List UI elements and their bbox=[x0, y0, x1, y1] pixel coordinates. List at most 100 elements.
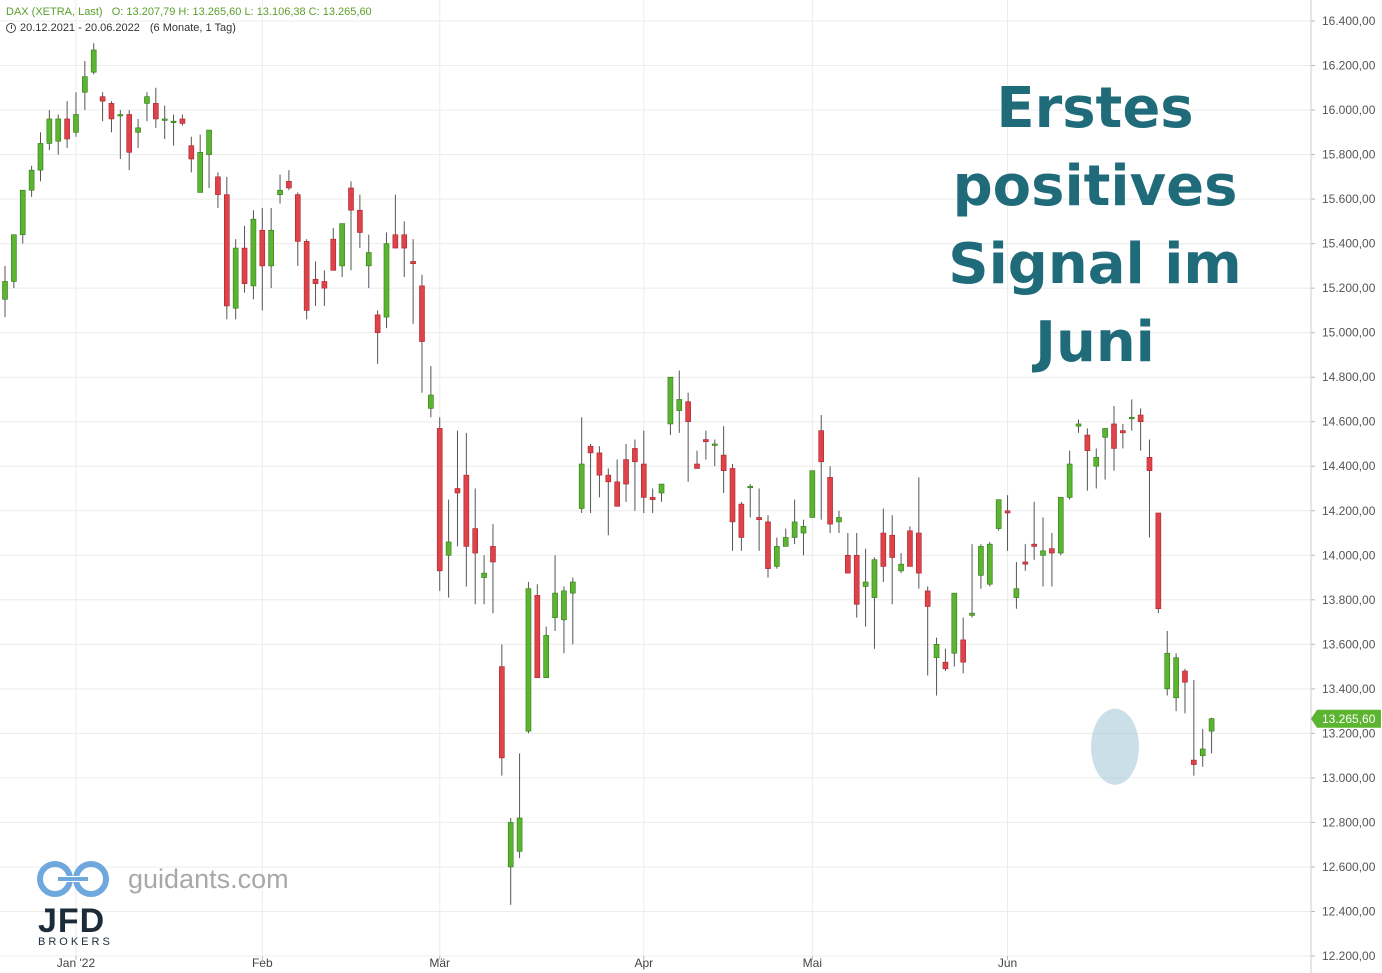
candle bbox=[969, 544, 975, 618]
x-tick-label: Mär bbox=[429, 956, 450, 970]
candle-body bbox=[117, 114, 124, 117]
candle bbox=[126, 110, 133, 171]
candle bbox=[410, 239, 416, 324]
candle-body bbox=[339, 223, 345, 267]
candle bbox=[215, 172, 221, 208]
candle-body bbox=[951, 592, 958, 654]
y-tick-label: 13.000,00 bbox=[1322, 771, 1376, 785]
candle bbox=[1137, 408, 1144, 451]
candle-body bbox=[836, 517, 842, 523]
candle-body bbox=[179, 118, 186, 124]
candle-body bbox=[845, 554, 851, 574]
candle-body bbox=[1146, 457, 1153, 471]
candle-body bbox=[82, 76, 88, 93]
candle-body bbox=[561, 590, 567, 621]
candle bbox=[605, 468, 612, 536]
candle-body bbox=[924, 590, 931, 607]
candle-body bbox=[516, 817, 523, 852]
candle bbox=[1031, 501, 1037, 560]
candle-body bbox=[1208, 718, 1215, 732]
headline: Erstes positives Signal im Juni bbox=[930, 70, 1260, 382]
candle bbox=[995, 499, 1002, 531]
candle-body bbox=[1040, 550, 1046, 556]
candle bbox=[1022, 544, 1029, 571]
candle bbox=[250, 210, 257, 300]
last-price-badge: 13.265,60 bbox=[1311, 709, 1381, 728]
candle-body bbox=[1075, 423, 1082, 427]
candle-body bbox=[570, 581, 576, 594]
candle bbox=[960, 617, 966, 674]
candle bbox=[1049, 533, 1055, 587]
candle-body bbox=[507, 822, 514, 868]
date-range: 20.12.2021 - 20.06.2022 bbox=[20, 22, 140, 34]
candle bbox=[951, 592, 958, 667]
candle bbox=[942, 648, 949, 672]
candle-body bbox=[871, 559, 878, 598]
candle bbox=[880, 508, 887, 582]
candle bbox=[108, 101, 115, 133]
candle-body bbox=[286, 180, 292, 189]
candle bbox=[623, 443, 629, 502]
y-tick-label: 15.600,00 bbox=[1322, 192, 1376, 206]
candle bbox=[374, 310, 381, 364]
candle-body bbox=[791, 521, 798, 538]
candle-body bbox=[259, 229, 266, 267]
candle-body bbox=[1049, 548, 1055, 554]
candle bbox=[933, 637, 940, 696]
candle bbox=[241, 225, 248, 293]
candle-body bbox=[401, 234, 408, 249]
candle bbox=[703, 430, 709, 460]
candle bbox=[1146, 439, 1153, 538]
candle-body bbox=[1084, 434, 1091, 451]
candle bbox=[490, 524, 496, 614]
candle-body bbox=[1013, 588, 1020, 598]
candle bbox=[445, 499, 452, 598]
candle-body bbox=[765, 521, 771, 569]
candle bbox=[259, 208, 266, 311]
candle-body bbox=[862, 581, 869, 587]
candle bbox=[321, 270, 328, 306]
candle-body bbox=[818, 430, 825, 463]
candle-body bbox=[623, 459, 629, 485]
candle bbox=[694, 450, 700, 469]
candle-body bbox=[827, 477, 833, 525]
candle bbox=[383, 232, 390, 329]
candle bbox=[640, 430, 647, 513]
candle-body bbox=[1199, 748, 1206, 756]
candle bbox=[268, 208, 274, 289]
candle bbox=[561, 586, 567, 654]
candle bbox=[836, 510, 842, 534]
candle-body bbox=[1004, 510, 1011, 514]
candle bbox=[986, 541, 993, 587]
candle bbox=[73, 92, 79, 137]
candle-body bbox=[1102, 428, 1108, 438]
candle-body bbox=[90, 49, 97, 73]
candle bbox=[791, 499, 798, 545]
candle-body bbox=[596, 452, 603, 476]
candle-body bbox=[703, 439, 709, 443]
candle-body bbox=[1164, 652, 1171, 690]
candle-body bbox=[481, 572, 487, 578]
ohlc-values: O: 13.207,79 H: 13.265,60 L: 13.106,38 C… bbox=[111, 6, 372, 18]
y-tick-label: 16.200,00 bbox=[1322, 59, 1376, 73]
candle-body bbox=[99, 96, 106, 102]
y-tick-label: 13.400,00 bbox=[1322, 682, 1376, 696]
candle-body bbox=[419, 285, 425, 342]
candle-body bbox=[37, 143, 44, 171]
candles bbox=[2, 43, 1215, 905]
candle-body bbox=[525, 588, 532, 732]
clock-icon bbox=[6, 23, 16, 33]
candle bbox=[294, 192, 301, 266]
candle-body bbox=[330, 238, 337, 271]
candle bbox=[871, 557, 878, 649]
candle bbox=[82, 61, 88, 111]
last-price-label: 13.265,60 bbox=[1322, 712, 1376, 726]
candle-body bbox=[747, 485, 754, 489]
jfd-logo: JFD bbox=[38, 902, 106, 940]
candle bbox=[845, 533, 851, 574]
candle-body bbox=[711, 443, 718, 446]
candle bbox=[454, 430, 461, 547]
candle bbox=[729, 464, 736, 551]
candle bbox=[348, 181, 354, 271]
